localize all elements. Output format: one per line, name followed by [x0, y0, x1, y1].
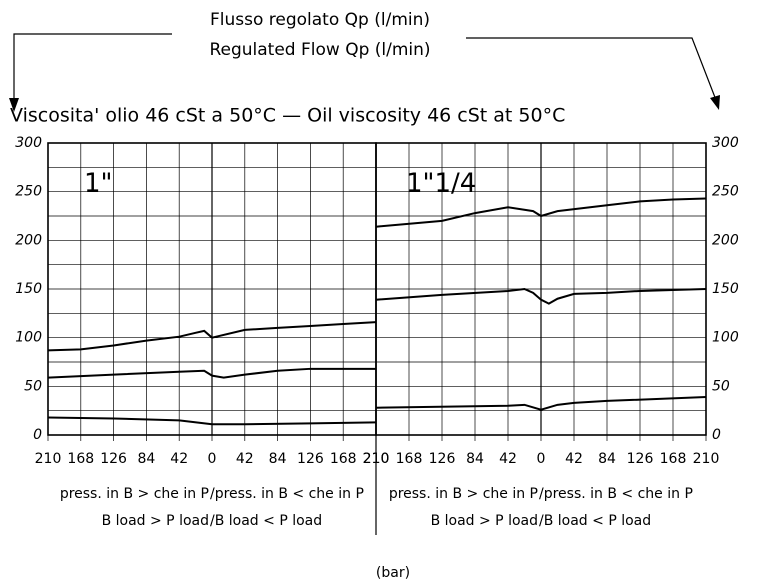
flow-line [47, 321, 377, 352]
arrow-right [466, 37, 717, 101]
title-it: Flusso regolato Qp (l/min) [210, 10, 430, 30]
viscosity-note: Viscosita' olio 46 cSt a 50°C — Oil visc… [10, 105, 565, 127]
x-tick-label: 210 [363, 451, 390, 467]
x-axis-label: /B load < P load [539, 513, 651, 529]
x-tick-label: 42 [499, 451, 517, 467]
x-tick-label: 168 [660, 451, 687, 467]
panel-title: 1"1/4 [406, 169, 476, 199]
y-tick-label: 150 [712, 281, 739, 297]
y-tick-label: 300 [712, 135, 739, 151]
flow-line [375, 197, 707, 228]
x-axis-label: press. in B > che in P [389, 486, 538, 502]
x-tick-label: 84 [269, 451, 287, 467]
x-axis-label: B load > P load [431, 513, 538, 529]
y-tick-label: 0 [33, 427, 42, 443]
x-tick-label: 0 [537, 451, 546, 467]
x-tick-label: 84 [598, 451, 616, 467]
x-tick-label: 210 [35, 451, 62, 467]
flow-line [47, 367, 376, 379]
x-tick-label: 126 [429, 451, 456, 467]
x-tick-label: 42 [236, 451, 254, 467]
x-tick-label: 126 [297, 451, 324, 467]
flow-line [375, 287, 707, 305]
y-tick-label: 200 [712, 232, 739, 248]
x-tick-label: 126 [627, 451, 654, 467]
x-tick-label: 42 [170, 451, 188, 467]
flow-line [375, 396, 707, 411]
arrowhead-right [710, 95, 720, 110]
y-tick-label: 100 [712, 330, 739, 346]
x-tick-label: 210 [693, 451, 720, 467]
y-tick-label: 50 [24, 378, 42, 394]
x-tick-label: 126 [100, 451, 127, 467]
x-tick-label: 168 [396, 451, 423, 467]
y-tick-label: 250 [15, 184, 42, 200]
x-tick-label: 84 [137, 451, 155, 467]
x-tick-label: 210 [363, 451, 390, 467]
arrowhead-left [9, 98, 19, 112]
y-tick-label: 50 [712, 378, 730, 394]
y-tick-label: 250 [712, 184, 739, 200]
x-axis-label: press. in B > che in P [60, 486, 209, 502]
x-tick-label: 168 [67, 451, 94, 467]
x-axis-label: /press. in B < che in P [539, 486, 693, 502]
y-tick-label: 200 [15, 232, 42, 248]
x-tick-label: 0 [208, 451, 217, 467]
x-unit: (bar) [376, 565, 410, 579]
x-tick-label: 42 [565, 451, 583, 467]
flow-line [47, 416, 377, 426]
x-axis-label: /press. in B < che in P [210, 486, 364, 502]
x-tick-label: 168 [330, 451, 357, 467]
y-tick-label: 300 [15, 135, 42, 151]
arrow-left [13, 33, 172, 104]
y-tick-label: 100 [15, 330, 42, 346]
x-axis-label: B load > P load [102, 513, 209, 529]
x-tick-label: 84 [466, 451, 484, 467]
y-tick-label: 0 [712, 427, 721, 443]
panel-title: 1" [84, 169, 113, 199]
x-axis-label: /B load < P load [210, 513, 322, 529]
title-en: Regulated Flow Qp (l/min) [209, 40, 430, 60]
y-tick-label: 150 [15, 281, 42, 297]
